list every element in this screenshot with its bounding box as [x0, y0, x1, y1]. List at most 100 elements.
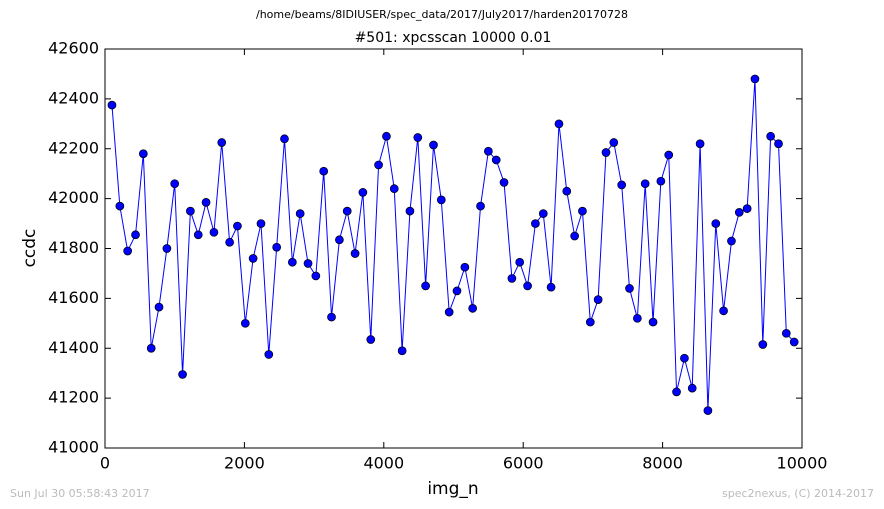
data-point [178, 370, 187, 379]
data-point [703, 406, 713, 415]
data-point [617, 180, 627, 190]
x-tick-label: 8000 [642, 454, 683, 473]
data-point [789, 337, 799, 347]
data-point [123, 246, 133, 256]
data-point [358, 188, 368, 197]
data-point [781, 328, 791, 338]
plot-frame [104, 48, 803, 449]
data-point [162, 244, 172, 253]
data-point [460, 262, 470, 272]
data-point [742, 204, 752, 213]
data-point [664, 150, 674, 160]
data-point [554, 119, 564, 129]
data-point [115, 201, 125, 211]
chart-title: #501: xpcsscan 10000 0.01 [355, 30, 552, 46]
data-point [193, 230, 203, 240]
data-point [350, 249, 360, 258]
data-point [452, 286, 462, 296]
data-point [515, 257, 525, 267]
data-point [397, 346, 407, 356]
data-point [366, 335, 376, 344]
data-point [719, 306, 728, 316]
data-point [499, 178, 509, 187]
data-point [240, 318, 250, 328]
data-point [468, 304, 478, 313]
data-point [562, 186, 572, 196]
data-point [342, 206, 352, 216]
data-point [319, 166, 329, 176]
x-axis-label: img_n [427, 479, 478, 499]
footer-left: Sun Jul 30 05:58:43 2017 [10, 487, 150, 500]
data-point [640, 179, 650, 189]
data-point [131, 230, 140, 240]
data-point [484, 146, 493, 156]
data-point [146, 343, 156, 353]
data-point [601, 148, 611, 157]
data-point [107, 100, 117, 110]
x-tick-label: 6000 [503, 454, 544, 473]
data-point [774, 139, 783, 149]
y-tick-label: 41200 [48, 388, 99, 407]
data-point [217, 138, 227, 147]
y-tick-label: 41400 [48, 338, 99, 357]
y-tick-label: 41600 [48, 288, 99, 307]
data-point [288, 257, 297, 267]
y-tick-label: 42400 [48, 88, 99, 107]
data-point [625, 284, 634, 293]
data-point [656, 176, 666, 186]
data-point [695, 139, 705, 149]
data-line [111, 78, 795, 411]
data-point [436, 195, 446, 205]
data-point [727, 236, 736, 246]
data-point [648, 317, 658, 327]
data-point [593, 295, 603, 304]
data-point [609, 138, 619, 147]
data-point [209, 227, 219, 237]
data-point [280, 134, 289, 144]
data-point [295, 209, 305, 218]
data-point [327, 312, 336, 322]
data-point [687, 383, 697, 393]
data-point [272, 242, 282, 252]
y-tick-label: 42600 [48, 39, 99, 58]
data-point [233, 221, 242, 231]
data-point [672, 387, 681, 397]
data-point [444, 307, 454, 317]
suptitle: /home/beams/8IDIUSER/spec_data/2017/July… [256, 8, 628, 21]
y-tick-label: 42000 [48, 188, 99, 207]
x-tick-label: 0 [100, 454, 110, 473]
data-point [546, 282, 556, 292]
data-point [531, 219, 540, 228]
data-point [750, 74, 760, 84]
data-point [389, 184, 399, 193]
y-tick-label: 42200 [48, 138, 99, 157]
y-tick-label: 41800 [48, 238, 99, 257]
data-point [256, 219, 266, 228]
data-point [421, 281, 430, 291]
y-axis-label: ccdc [20, 229, 40, 268]
data-point [758, 340, 768, 349]
data-point [523, 281, 532, 291]
data-point [633, 313, 642, 323]
data-point [711, 219, 721, 228]
x-tick-label: 4000 [363, 454, 404, 473]
data-point [303, 259, 313, 268]
data-point [570, 231, 579, 241]
data-point [264, 350, 274, 359]
data-point [405, 206, 415, 216]
data-point [680, 353, 689, 363]
data-point [507, 274, 517, 283]
data-point [201, 198, 211, 207]
x-tick-label: 2000 [224, 454, 265, 473]
data-point [138, 149, 148, 159]
x-tick-label: 10000 [777, 454, 828, 473]
data-point [335, 235, 344, 245]
data-point [225, 237, 234, 247]
data-point [578, 206, 587, 216]
data-point [585, 317, 595, 327]
data-point [170, 179, 180, 189]
data-point [248, 254, 258, 263]
data-point [734, 207, 744, 217]
data-point [382, 131, 391, 141]
